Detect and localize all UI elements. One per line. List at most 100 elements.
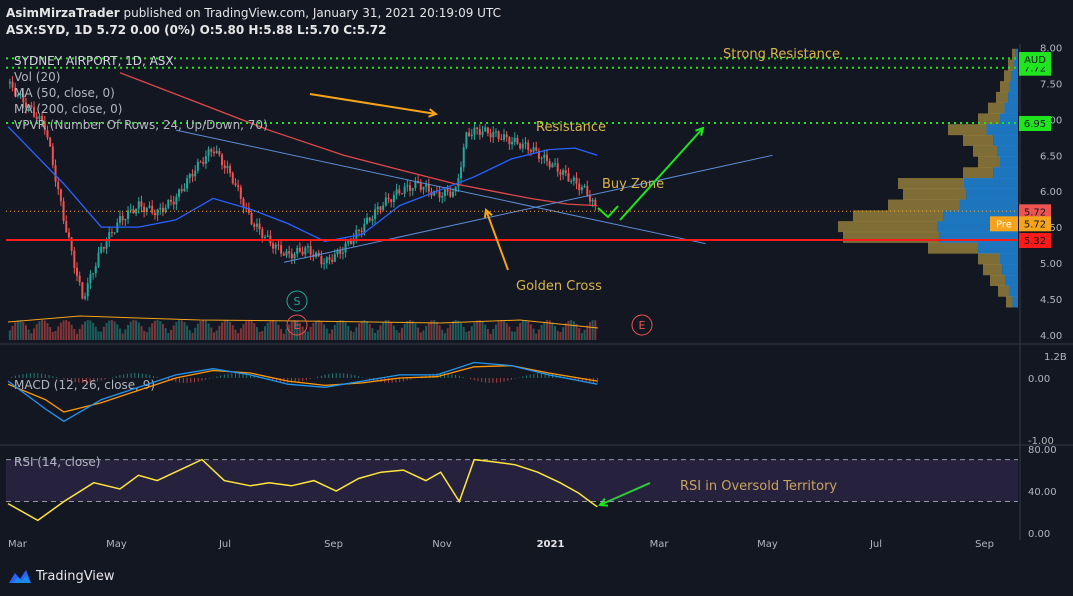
volume-bar	[508, 326, 511, 340]
volume-bar	[575, 323, 578, 340]
volume-bar	[178, 320, 181, 340]
candle-body	[374, 209, 377, 219]
volume-bar	[183, 322, 186, 340]
candle-body	[422, 186, 425, 190]
volume-bar	[76, 333, 79, 340]
candle-body	[212, 151, 215, 154]
volume-bar	[298, 322, 301, 340]
rsi-tick-label: 40.00	[1028, 487, 1057, 498]
volume-tick-label: 1.2B	[1044, 352, 1067, 363]
volume-bar	[317, 320, 320, 340]
candle-body	[309, 246, 312, 255]
volume-bar	[443, 333, 446, 340]
candle-body	[274, 244, 277, 249]
volume-bar	[427, 322, 430, 340]
candle-body	[328, 257, 331, 260]
volume-bar	[43, 320, 46, 340]
candle-body	[548, 161, 551, 168]
volume-bar	[11, 325, 14, 340]
candle-body	[392, 194, 395, 203]
candle-body	[247, 207, 250, 213]
candle-body	[476, 127, 479, 129]
candle-body	[253, 224, 256, 227]
price-label: 7.72	[1024, 64, 1046, 75]
vpvr-bar	[853, 210, 944, 222]
author[interactable]: AsimMirzaTrader	[6, 6, 120, 20]
volume-bar	[363, 320, 366, 340]
trendline	[283, 154, 773, 263]
volume-bar	[59, 322, 62, 340]
volume-bar	[113, 321, 116, 340]
volume-bar	[204, 320, 207, 340]
volume-bar	[344, 322, 347, 340]
volume-bar	[266, 322, 269, 340]
candle-body	[102, 246, 105, 249]
candle-body	[234, 183, 237, 186]
volume-bar	[280, 329, 283, 340]
candle-body	[41, 115, 44, 122]
volume-bar	[435, 321, 438, 340]
volume-bar	[49, 327, 52, 340]
candle-body	[451, 191, 454, 197]
volume-bar	[33, 328, 36, 340]
rsi-legend: RSI (14, close)	[14, 455, 100, 469]
vpvr-bar	[990, 274, 1006, 286]
symbol[interactable]: ASX:SYD, 1D	[6, 23, 93, 37]
volume-bar	[81, 324, 84, 340]
volume-bar	[35, 324, 38, 340]
volume-bar	[175, 321, 178, 340]
candle-body	[30, 105, 33, 108]
volume-bar	[14, 322, 17, 340]
volume-bar	[454, 320, 457, 340]
candle-body	[76, 267, 79, 276]
volume-bar	[110, 320, 113, 340]
price-tick-label: 4.00	[1040, 331, 1062, 342]
vpvr-bar	[843, 231, 940, 243]
candle-body	[427, 184, 430, 192]
candle-body	[67, 232, 70, 238]
volume-bar	[323, 324, 326, 340]
volume-bar	[57, 326, 60, 340]
time-tick-label: Sep	[975, 539, 994, 550]
tradingview-brand[interactable]: TradingView	[8, 568, 115, 584]
candle-body	[151, 205, 154, 213]
candle-body	[414, 181, 417, 189]
volume-bar	[261, 331, 264, 340]
candle-body	[438, 191, 441, 198]
candle-body	[323, 263, 326, 265]
indicator-legend: MA (50, close, 0)	[14, 86, 115, 100]
vpvr-bar	[997, 145, 1018, 157]
vpvr-bar	[1015, 48, 1018, 60]
volume-bar	[274, 321, 277, 340]
volume-bar	[387, 320, 390, 340]
candle-body	[191, 174, 194, 177]
candle-body	[570, 181, 573, 183]
candle-body	[38, 115, 41, 120]
volume-bar	[121, 333, 124, 340]
volume-bar	[441, 329, 444, 340]
candle-body	[301, 251, 304, 255]
time-tick-label: Mar	[8, 539, 28, 550]
macd-tick-label: 0.00	[1028, 374, 1050, 385]
volume-bar	[170, 329, 173, 340]
candle-body	[35, 116, 38, 120]
vpvr-bar	[937, 221, 1018, 233]
vpvr-bar	[1012, 48, 1016, 60]
vpvr-bar	[888, 199, 960, 211]
candle-body	[591, 199, 594, 202]
candle-body	[379, 206, 382, 210]
candle-body	[285, 251, 288, 256]
candle-body	[175, 196, 178, 205]
macd-signal-line	[7, 364, 598, 413]
candle-body	[298, 247, 301, 252]
volume-bar	[65, 320, 68, 340]
volume-bar	[186, 325, 189, 340]
candle-body	[24, 102, 27, 109]
candle-body	[360, 230, 363, 233]
volume-bar	[417, 327, 420, 340]
volume-bar	[352, 332, 355, 340]
candle-body	[180, 189, 183, 192]
candle-body	[143, 206, 146, 213]
volume-bar	[395, 330, 398, 340]
